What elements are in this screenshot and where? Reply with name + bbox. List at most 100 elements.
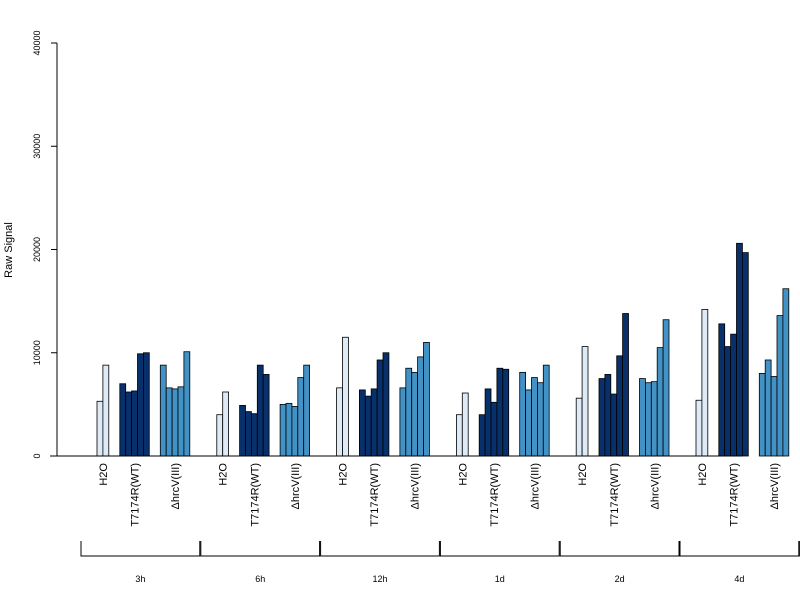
condition-label: ΔhrcV(III): [529, 463, 541, 509]
condition-labels: H2O T7174R(WT) ΔhrcV(III) H2O T7174R(WT) Δhrc…: [98, 463, 781, 527]
bar: [575, 397, 583, 457]
bar: [718, 323, 726, 457]
bars: [96, 242, 790, 457]
bar: [256, 364, 264, 457]
group-bracket: [559, 541, 680, 557]
bar: [764, 359, 772, 457]
bar: [770, 376, 778, 457]
bar: [622, 313, 629, 457]
bar: [776, 315, 784, 457]
bar: [496, 367, 504, 457]
condition-label: H2O: [338, 463, 350, 486]
bar: [382, 352, 390, 457]
bar: [131, 390, 138, 457]
bar: [662, 319, 670, 457]
bar: [417, 356, 424, 457]
bar: [525, 389, 532, 457]
bar: [216, 414, 224, 457]
bar: [222, 391, 229, 457]
y-axis: 0 10000 20000 30000 40000: [32, 30, 58, 459]
bar: [598, 378, 606, 457]
bar: [279, 403, 287, 457]
condition-label: H2O: [98, 463, 110, 486]
condition-label: ΔhrcV(III): [170, 463, 182, 509]
y-tick-label: 20000: [32, 237, 42, 262]
condition-label: ΔhrcV(III): [769, 463, 781, 509]
bar: [531, 377, 538, 457]
bar: [119, 383, 127, 457]
condition-label: ΔhrcV(III): [410, 463, 422, 509]
bar: [262, 374, 270, 457]
group-bracket: [679, 541, 800, 557]
y-tick-label: 40000: [32, 30, 42, 55]
bar: [370, 388, 378, 457]
bar: [165, 387, 173, 457]
bar: [177, 386, 185, 457]
bar: [364, 395, 372, 457]
condition-label: ΔhrcV(III): [649, 463, 661, 509]
group-label: 1d: [495, 574, 505, 584]
group-label: 4d: [734, 574, 744, 584]
group-bracket: [200, 541, 321, 557]
bar: [291, 406, 299, 457]
group-bracket: [80, 541, 201, 557]
group-label: 12h: [372, 574, 387, 584]
bar: [650, 381, 658, 457]
bar: [411, 371, 419, 457]
condition-label: ΔhrcV(III): [290, 463, 302, 509]
condition-label: T7174R(WT): [369, 463, 381, 527]
bar: [502, 368, 510, 457]
bar: [171, 388, 179, 457]
y-tick-label: 30000: [32, 134, 42, 159]
group-label: 3h: [135, 574, 145, 584]
bar: [730, 333, 737, 457]
bar: [610, 393, 618, 457]
bar: [695, 399, 703, 457]
bar: [303, 364, 311, 457]
y-tick-label: 0: [32, 453, 42, 458]
bar: [736, 242, 743, 457]
bar: [399, 387, 407, 457]
bar: [455, 414, 463, 457]
condition-label: H2O: [218, 463, 230, 486]
y-axis-title: Raw Signal: [3, 222, 15, 278]
condition-label: H2O: [697, 463, 709, 486]
bar: [405, 367, 413, 457]
bar: [342, 336, 349, 457]
bar: [125, 391, 132, 457]
bar: [478, 414, 486, 457]
bar: [297, 377, 305, 457]
bar: [137, 353, 144, 457]
bar: [376, 359, 384, 457]
bar: [645, 382, 652, 457]
bar: [245, 411, 252, 457]
bar: [336, 387, 343, 457]
bar: [782, 288, 790, 457]
bar: [701, 308, 709, 457]
group-brackets: 3h6h12h1d2d4d6d: [80, 541, 800, 584]
condition-label: T7174R(WT): [130, 463, 142, 527]
bar: [358, 389, 366, 457]
bar: [519, 371, 527, 457]
condition-label: H2O: [577, 463, 589, 486]
bar: [758, 372, 766, 457]
bar: [423, 342, 430, 457]
bar: [616, 355, 624, 457]
bar: [490, 401, 498, 457]
bar: [96, 400, 104, 457]
bar: [159, 364, 167, 457]
bar: [742, 252, 749, 457]
group-label: 2d: [615, 574, 625, 584]
group-bracket: [439, 541, 560, 557]
bar: [724, 346, 732, 457]
bar: [581, 346, 589, 457]
bar: [250, 413, 258, 457]
bar: [142, 352, 150, 457]
condition-label: T7174R(WT): [249, 463, 261, 527]
bar: [285, 402, 293, 457]
bar: [656, 347, 664, 457]
condition-label: T7174R(WT): [609, 463, 621, 527]
bar: [604, 374, 612, 457]
group-label: 6h: [255, 574, 265, 584]
